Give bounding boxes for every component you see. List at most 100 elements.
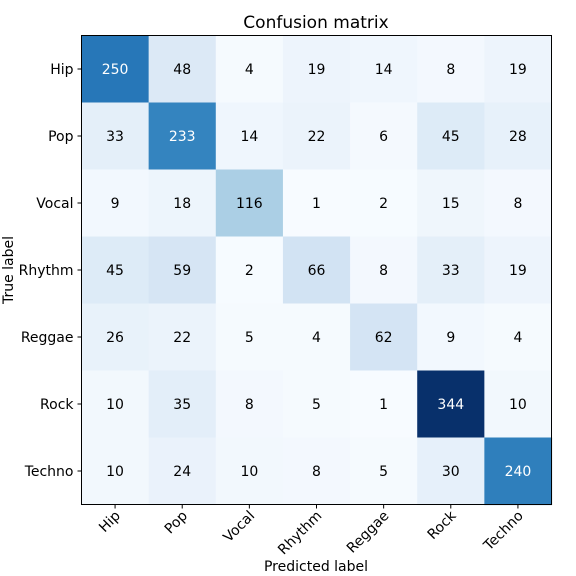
heatmap-cell	[282, 169, 351, 238]
heatmap-cell	[350, 35, 418, 104]
cell-value-label: 6	[379, 129, 388, 145]
cell-value-label: 10	[106, 464, 124, 480]
heatmap-cell	[350, 370, 418, 439]
heatmap-cell	[484, 370, 553, 439]
cell-value-label: 30	[442, 464, 460, 480]
cell-value-label: 28	[509, 129, 527, 145]
heatmap-cell	[215, 370, 284, 439]
heatmap-cell	[81, 102, 150, 171]
cell-value-label: 240	[505, 464, 532, 480]
cell-value-label: 116	[236, 196, 263, 212]
x-tick-label: Reggae	[344, 508, 393, 557]
heatmap-cell	[484, 169, 553, 238]
heatmap-cell	[484, 437, 553, 506]
heatmap-cell	[350, 169, 418, 238]
cell-value-label: 1	[312, 196, 321, 212]
cell-value-label: 250	[102, 62, 129, 78]
cell-value-label: 35	[173, 397, 191, 413]
cell-value-label: 15	[442, 196, 460, 212]
heatmap-cell	[81, 303, 150, 372]
cell-value-label: 8	[379, 263, 388, 279]
heatmap-cell	[148, 169, 217, 238]
y-axis: Hip Pop Vocal Rhythm Reggae Rock Techno	[19, 62, 82, 480]
heatmap-cell	[215, 35, 284, 104]
cell-value-label: 1	[379, 397, 388, 413]
cell-value-label: 10	[240, 464, 258, 480]
y-tick-label: Pop	[48, 129, 74, 145]
cell-value-label: 48	[173, 62, 191, 78]
heatmap-cell	[148, 370, 217, 439]
x-tick-label: Rhythm	[275, 508, 325, 558]
heatmap-cell	[484, 35, 553, 104]
heatmap-cell	[350, 303, 418, 372]
cell-value-label: 45	[442, 129, 460, 145]
cell-value-label: 33	[442, 263, 460, 279]
heatmap-cell	[215, 437, 284, 506]
y-tick-label: Hip	[50, 62, 73, 78]
heatmap-cell	[282, 437, 351, 506]
heatmap-cell	[282, 35, 351, 104]
heatmap-cell	[215, 303, 284, 372]
heatmap-cell	[282, 102, 351, 171]
cell-value-label: 18	[173, 196, 191, 212]
heatmap-cell	[148, 303, 217, 372]
cell-value-label: 22	[173, 330, 191, 346]
cell-value-label: 233	[169, 129, 196, 145]
heatmap-cell	[484, 303, 553, 372]
heatmap-cell	[81, 437, 150, 506]
y-tick-label: Rock	[40, 397, 74, 413]
cell-value-label: 8	[513, 196, 522, 212]
heatmap-cell	[484, 102, 553, 171]
heatmap-cell	[282, 236, 351, 305]
cell-value-label: 5	[312, 397, 321, 413]
heatmap-cell	[417, 35, 485, 104]
heatmap-cell	[417, 236, 485, 305]
y-tick-label: Vocal	[36, 196, 73, 212]
y-axis-title: True label	[1, 236, 17, 305]
heatmap-cell	[282, 370, 351, 439]
y-tick-label: Techno	[24, 464, 74, 480]
cell-value-label: 19	[308, 62, 326, 78]
cell-value-label: 45	[106, 263, 124, 279]
cell-value-label: 19	[509, 263, 527, 279]
cell-value-label: 62	[375, 330, 393, 346]
heatmap-cell	[148, 236, 217, 305]
heatmap-cell	[215, 102, 284, 171]
cell-value-label: 5	[379, 464, 388, 480]
heatmap-cell	[282, 303, 351, 372]
heatmap-cell	[484, 236, 553, 305]
chart-title: Confusion matrix	[243, 13, 388, 33]
heatmap-cell	[350, 236, 418, 305]
cell-value-label: 4	[245, 62, 254, 78]
heatmap-cell	[81, 35, 150, 104]
x-tick-label: Hip	[96, 508, 124, 536]
x-tick-label: Techno	[480, 508, 527, 555]
x-tick-label: Vocal	[221, 508, 259, 546]
heatmap-cell	[417, 370, 485, 439]
cell-value-label: 14	[375, 62, 393, 78]
y-tick-label: Reggae	[21, 330, 74, 346]
heatmap-cell	[215, 169, 284, 238]
heatmap-cell	[148, 35, 217, 104]
heatmap-cell	[81, 169, 150, 238]
x-tick-label: Pop	[162, 508, 191, 537]
heatmap-cell	[417, 169, 485, 238]
cell-value-label: 9	[446, 330, 455, 346]
cell-value-label: 2	[245, 263, 254, 279]
cell-value-label: 5	[245, 330, 254, 346]
cell-value-label: 10	[106, 397, 124, 413]
heatmap-cell	[417, 102, 485, 171]
cell-value-label: 4	[513, 330, 522, 346]
heatmap-cell	[350, 437, 418, 506]
heatmap-cell	[148, 437, 217, 506]
cell-value-label: 22	[308, 129, 326, 145]
heatmap-cell	[350, 102, 418, 171]
x-axis: Hip Pop Vocal Rhythm Reggae Rock Techno	[96, 504, 527, 558]
cell-value-label: 9	[111, 196, 120, 212]
cell-value-label: 344	[437, 397, 464, 413]
heatmap-cell	[215, 236, 284, 305]
cell-value-label: 2	[379, 196, 388, 212]
cell-value-label: 19	[509, 62, 527, 78]
cell-value-label: 66	[308, 263, 326, 279]
